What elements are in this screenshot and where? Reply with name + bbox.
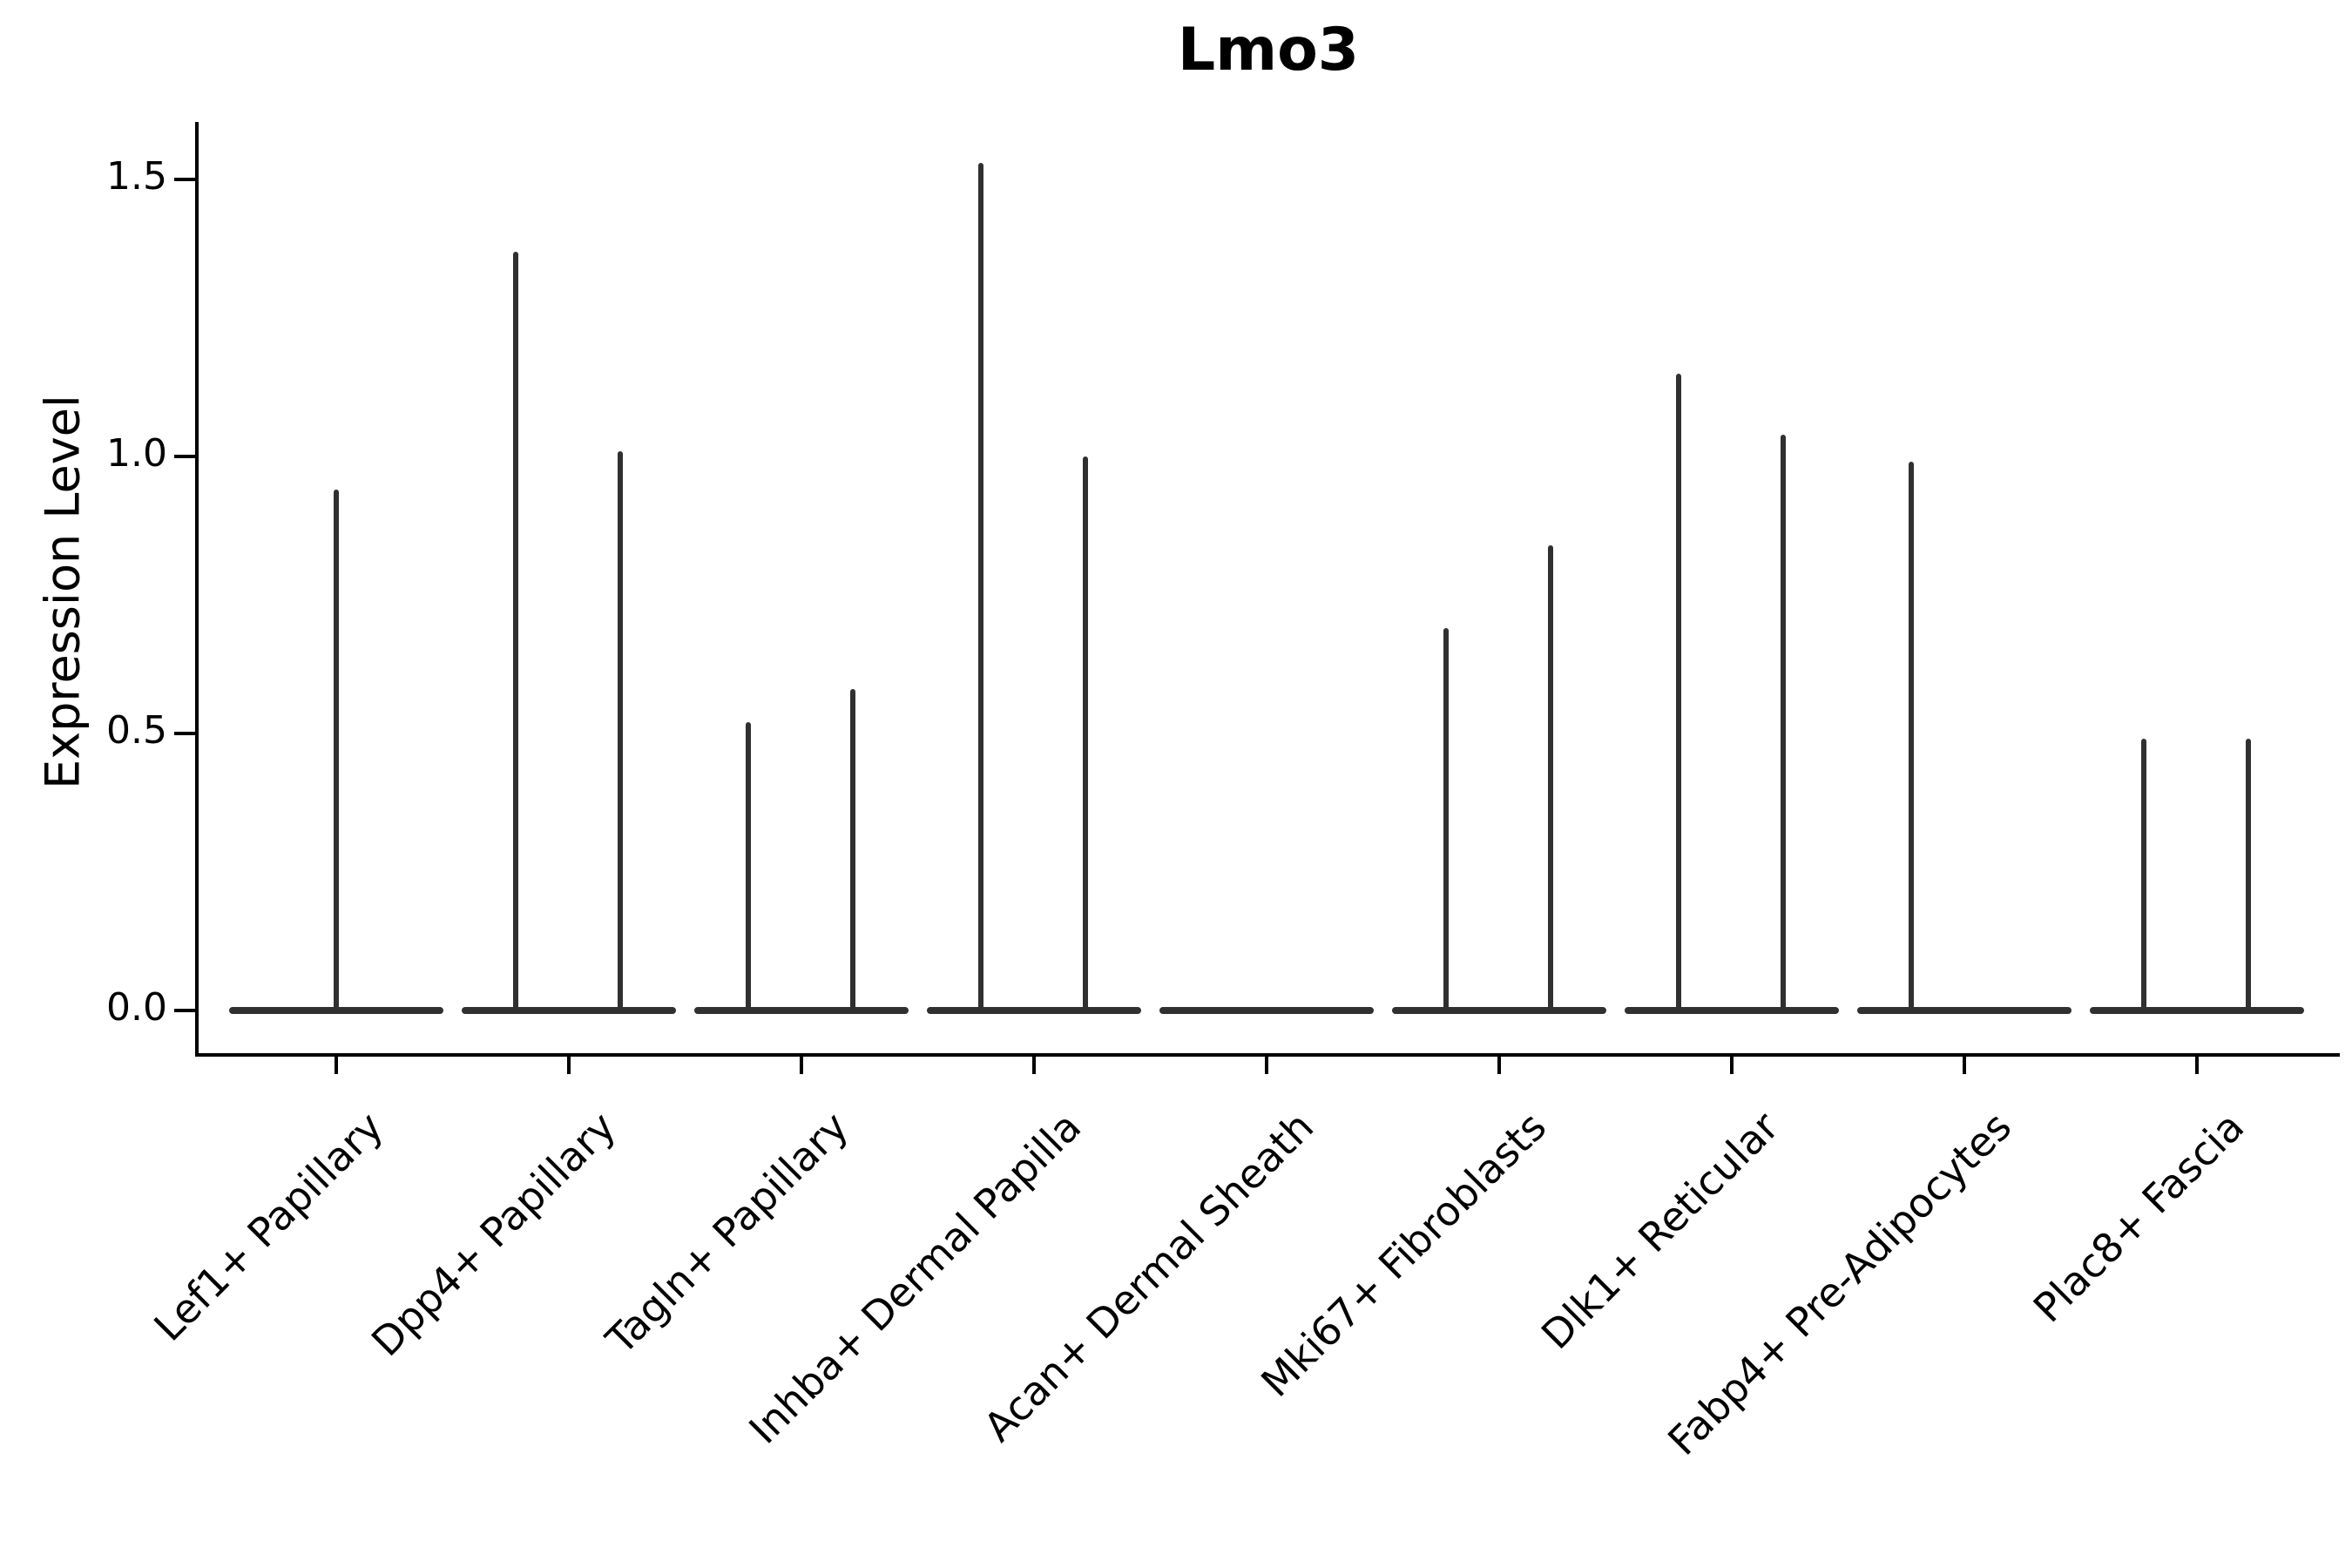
violin-spike xyxy=(618,450,623,1010)
violin-spike xyxy=(850,689,855,1010)
y-tick-label: 1.5 xyxy=(106,154,167,199)
violin-spike xyxy=(1781,434,1786,1010)
violin-base xyxy=(2090,1007,2304,1014)
x-tick-mark xyxy=(1032,1057,1036,1074)
violin-spike xyxy=(2141,739,2146,1010)
violin-spike xyxy=(513,251,518,1010)
violin-spike xyxy=(1083,456,1088,1010)
violin-spike xyxy=(746,722,751,1010)
violin-base xyxy=(927,1007,1141,1014)
y-tick-mark xyxy=(174,178,195,181)
x-tick-label: Dlk1+ Reticular xyxy=(1531,1103,1788,1359)
violin-spike xyxy=(2246,739,2251,1010)
violin-spike xyxy=(334,490,339,1010)
x-tick-mark xyxy=(567,1057,571,1074)
violin-spike xyxy=(1676,373,1681,1010)
violin-spike xyxy=(1548,544,1553,1010)
violin-base xyxy=(1625,1007,1839,1014)
y-tick-mark xyxy=(174,1009,195,1012)
y-tick-mark xyxy=(174,732,195,735)
x-tick-label: Tagln+ Papillary xyxy=(597,1103,858,1363)
x-tick-mark xyxy=(1963,1057,1966,1074)
violin-spike xyxy=(978,162,983,1010)
violin-base xyxy=(229,1007,443,1014)
x-tick-label: Plac8+ Fascia xyxy=(2024,1103,2254,1332)
x-tick-mark xyxy=(335,1057,338,1074)
violin-base xyxy=(462,1007,676,1014)
x-tick-mark xyxy=(2195,1057,2199,1074)
violin-base xyxy=(1159,1007,1374,1014)
x-tick-label: Mki67+ Fibroblasts xyxy=(1252,1103,1556,1406)
violin-base xyxy=(1857,1007,2072,1014)
x-tick-label: Acan+ Dermal Sheath xyxy=(974,1103,1323,1451)
x-tick-label: Fabp4+ Pre-Adipocytes xyxy=(1659,1103,2021,1464)
axis-spine-bottom xyxy=(195,1053,2340,1057)
y-tick-label: 0.5 xyxy=(106,708,167,753)
y-tick-label: 1.0 xyxy=(106,431,167,476)
x-tick-label: Inhba+ Dermal Papilla xyxy=(740,1103,1091,1453)
x-tick-mark xyxy=(800,1057,803,1074)
x-tick-mark xyxy=(1730,1057,1734,1074)
violin-base xyxy=(1392,1007,1606,1014)
x-tick-label: Dpp4+ Papillary xyxy=(362,1103,625,1366)
chart-title: Lmo3 xyxy=(1177,16,1360,84)
violin-spike xyxy=(1909,462,1914,1010)
y-tick-label: 0.0 xyxy=(106,985,167,1030)
violin-base xyxy=(694,1007,909,1014)
y-axis-label: Expression Level xyxy=(35,395,91,789)
x-tick-mark xyxy=(1497,1057,1501,1074)
axis-spine-left xyxy=(195,122,199,1057)
violin-spike xyxy=(1443,628,1449,1010)
x-tick-mark xyxy=(1265,1057,1268,1074)
y-tick-mark xyxy=(174,455,195,458)
